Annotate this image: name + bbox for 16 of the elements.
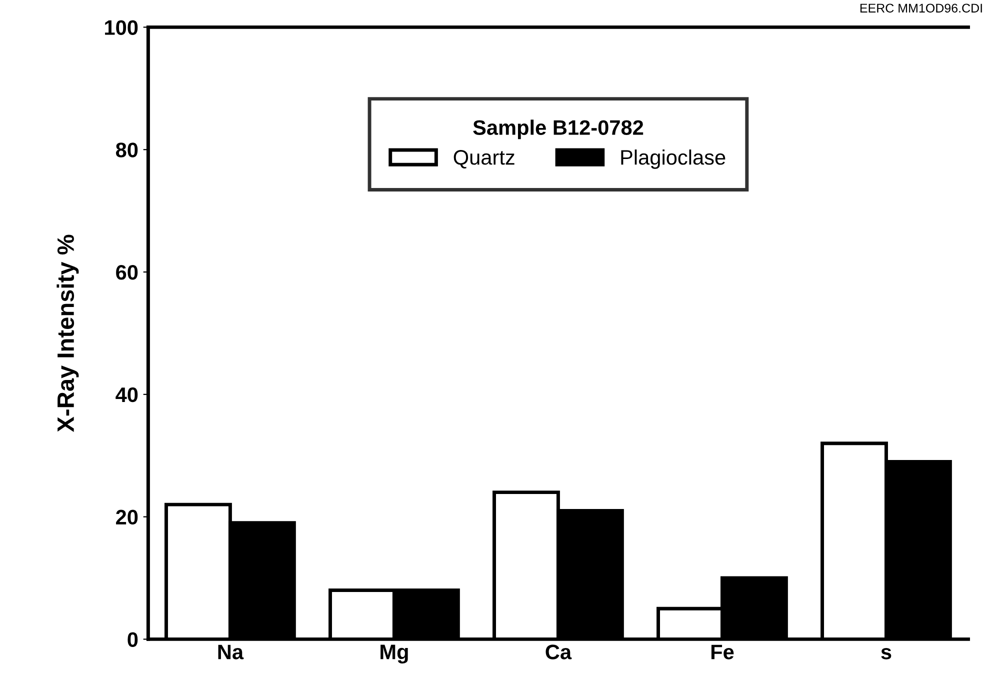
y-tick-label: 20 <box>116 510 138 525</box>
text: EERC MM1OD96.CDI <box>860 4 982 13</box>
y-axis-title: X-Ray Intensity % <box>56 234 79 432</box>
y-tick-label: 60 <box>116 265 138 280</box>
y-tick-label: 0 <box>128 632 138 647</box>
x-tick-label: Na <box>218 644 244 660</box>
x-tick-label: Fe <box>711 644 734 660</box>
legend-label: Quartz <box>454 150 514 169</box>
y-tick-label: 40 <box>116 387 138 402</box>
legend-title: Sample B12-0782 <box>473 120 644 140</box>
x-tick-label: s <box>881 648 892 660</box>
y-tick-label: 80 <box>116 142 138 158</box>
legend-label: Plagioclase <box>621 149 726 169</box>
y-tick-label: 100 <box>105 20 138 35</box>
x-tick-label: Ca <box>546 644 572 660</box>
x-tick-label: Mg <box>380 644 408 664</box>
